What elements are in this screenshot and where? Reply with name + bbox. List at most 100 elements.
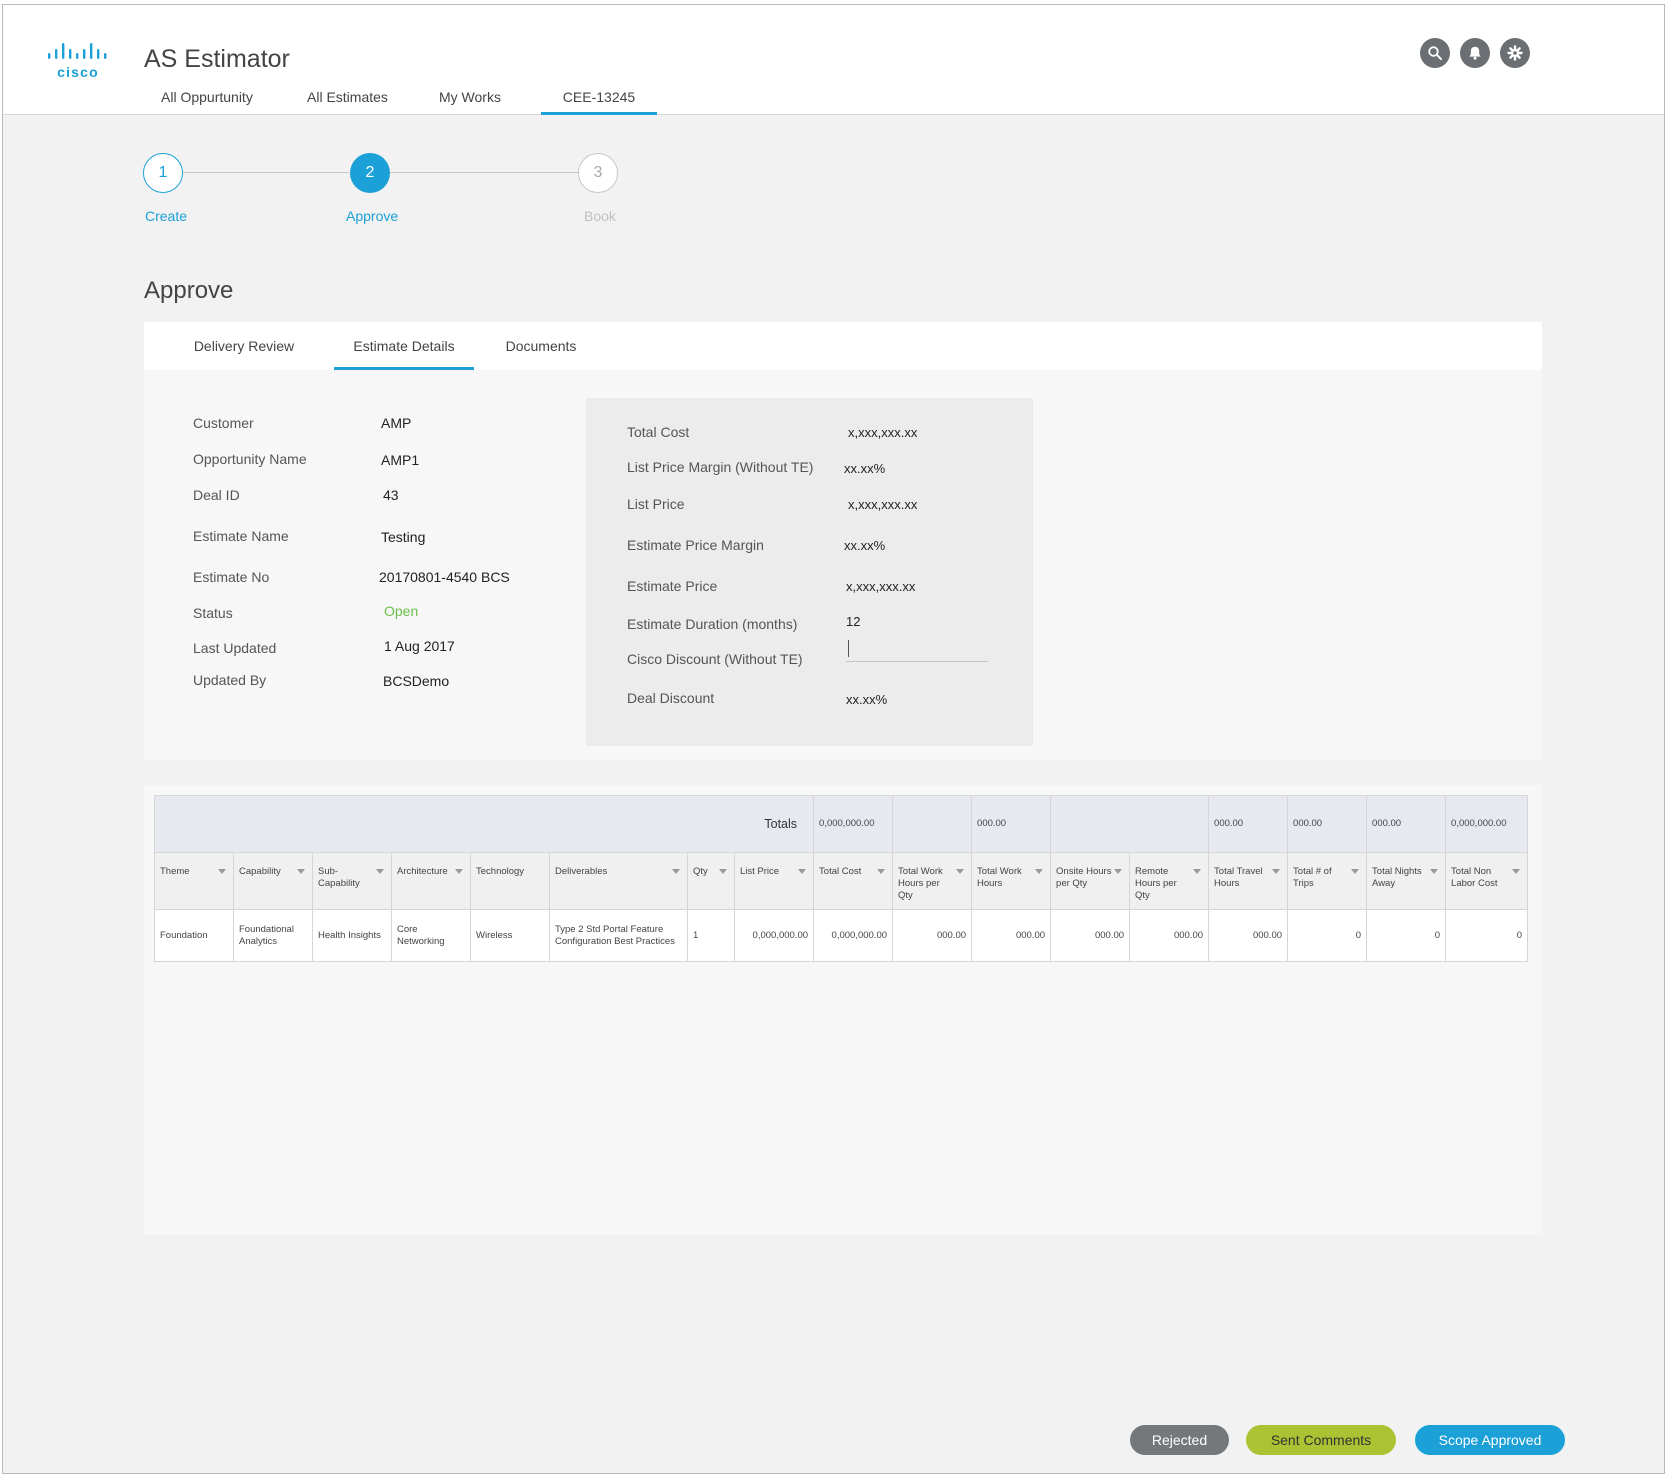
cisco-discount-label: Cisco Discount (Without TE) <box>627 651 803 667</box>
table-cell: Foundation <box>154 909 234 962</box>
sort-caret-icon[interactable] <box>1114 869 1123 874</box>
brand-wordmark: cisco <box>57 64 99 80</box>
column-header-label: Technology <box>476 866 525 877</box>
table-cell: 0 <box>1445 909 1529 962</box>
column-header-label: Theme <box>160 866 190 877</box>
totals-row: Totals 0,000,000.00 000.00 000.00 000.00… <box>153 795 1529 853</box>
column-header-label: Remote Hours per Qty <box>1135 866 1177 901</box>
column-header-list-price[interactable]: List Price <box>733 852 815 910</box>
estimate-name-label: Estimate Name <box>193 528 289 544</box>
totals-cell <box>892 795 973 853</box>
sort-caret-icon[interactable] <box>1430 869 1439 874</box>
sort-caret-icon[interactable] <box>1272 869 1281 874</box>
totals-cell: 0,000,000.00 <box>1445 795 1529 853</box>
gear-icon[interactable] <box>1500 38 1530 68</box>
step-2-circle[interactable]: 2 <box>350 153 390 193</box>
estimate-duration-label: Estimate Duration (months) <box>627 616 798 632</box>
sort-caret-icon[interactable] <box>218 869 226 874</box>
tab-documents[interactable]: Documents <box>505 338 577 354</box>
column-header-total-work-hours-per-qty[interactable]: Total Work Hours per Qty <box>892 852 973 910</box>
column-header-capability[interactable]: Capability <box>233 852 313 910</box>
opportunity-name-label: Opportunity Name <box>193 451 307 467</box>
step-1-circle[interactable]: 1 <box>143 153 183 193</box>
sent-comments-button[interactable]: Sent Comments <box>1246 1425 1396 1455</box>
column-header-total-trips[interactable]: Total # of Trips <box>1287 852 1368 910</box>
customer-label: Customer <box>193 415 254 431</box>
scope-approved-button[interactable]: Scope Approved <box>1415 1425 1565 1455</box>
column-header-remote-hours-per-qty[interactable]: Remote Hours per Qty <box>1129 852 1210 910</box>
column-header-label: Total Non Labor Cost <box>1451 866 1498 889</box>
nav-all-opportunity[interactable]: All Oppurtunity <box>161 89 253 105</box>
rejected-button[interactable]: Rejected <box>1130 1425 1229 1455</box>
estimate-duration-value: 12 <box>846 614 861 629</box>
totals-cell: 000.00 <box>1208 795 1289 853</box>
page-title: Approve <box>144 277 234 304</box>
updated-by-value: BCSDemo <box>383 673 450 689</box>
column-header-label: Total Work Hours per Qty <box>898 866 943 901</box>
action-footer <box>3 1385 1664 1473</box>
sort-caret-icon[interactable] <box>956 869 965 874</box>
table-cell: Core Networking <box>391 909 471 962</box>
nav-my-works[interactable]: My Works <box>439 89 501 105</box>
totals-cell: 000.00 <box>971 795 1052 853</box>
sort-caret-icon[interactable] <box>1193 869 1202 874</box>
text-cursor <box>848 640 849 657</box>
updated-by-label: Updated By <box>193 672 267 688</box>
sort-caret-icon[interactable] <box>672 869 680 874</box>
list-price-margin-label: List Price Margin (Without TE) <box>627 459 814 475</box>
cisco-discount-input[interactable] <box>846 640 988 662</box>
sort-caret-icon[interactable] <box>455 869 463 874</box>
tab-estimate-details[interactable]: Estimate Details <box>334 338 474 370</box>
column-header-qty[interactable]: Qty <box>687 852 735 910</box>
table-cell: 0,000,000.00 <box>733 909 815 962</box>
table-cell: 000.00 <box>1208 909 1289 962</box>
total-cost-value: x,xxx,xxx.xx <box>848 425 918 440</box>
sort-caret-icon[interactable] <box>1035 869 1044 874</box>
search-icon[interactable] <box>1420 38 1450 68</box>
opportunity-name-value: AMP1 <box>381 452 420 468</box>
sort-caret-icon[interactable] <box>798 869 807 874</box>
column-header-onsite-hours-per-qty[interactable]: Onsite Hours per Qty <box>1050 852 1131 910</box>
nav-cee-13245[interactable]: CEE-13245 <box>541 89 657 115</box>
progress-stepper: 1 2 3 Create Approve Book <box>133 150 653 230</box>
estimate-no-label: Estimate No <box>193 569 270 585</box>
table-cell: Health Insights <box>312 909 392 962</box>
sort-caret-icon[interactable] <box>297 869 305 874</box>
list-price-value: x,xxx,xxx.xx <box>848 497 918 512</box>
sort-caret-icon[interactable] <box>376 869 384 874</box>
sort-caret-icon[interactable] <box>877 869 886 874</box>
column-header-label: Architecture <box>397 866 448 877</box>
top-bar: cisco AS Estimator All Oppurtunity All E… <box>3 5 1664 115</box>
column-header-total-work-hours[interactable]: Total Work Hours <box>971 852 1052 910</box>
table-cell: Type 2 Std Portal Feature Configuration … <box>549 909 688 962</box>
column-header-technology[interactable]: Technology <box>470 852 550 910</box>
column-header-total-non-labor-cost[interactable]: Total Non Labor Cost <box>1445 852 1529 910</box>
column-header-total-nights-away[interactable]: Total Nights Away <box>1366 852 1447 910</box>
deal-id-label: Deal ID <box>193 487 240 503</box>
sort-caret-icon[interactable] <box>719 869 727 874</box>
totals-cell: 0,000,000.00 <box>813 795 894 853</box>
list-price-margin-value: xx.xx% <box>844 461 886 476</box>
table-cell: Wireless <box>470 909 550 962</box>
column-header-architecture[interactable]: Architecture <box>391 852 471 910</box>
table-cell: 000.00 <box>892 909 973 962</box>
column-header-sub-capability[interactable]: Sub-Capability <box>312 852 392 910</box>
column-header-theme[interactable]: Theme <box>154 852 234 910</box>
deal-discount-value: xx.xx% <box>846 692 888 707</box>
tab-delivery-review[interactable]: Delivery Review <box>193 338 295 354</box>
step-3-circle[interactable]: 3 <box>578 153 618 193</box>
nav-all-estimates[interactable]: All Estimates <box>307 89 388 105</box>
column-header-deliverables[interactable]: Deliverables <box>549 852 688 910</box>
column-header-total-cost[interactable]: Total Cost <box>813 852 894 910</box>
sort-caret-icon[interactable] <box>1351 869 1360 874</box>
column-header-total-travel-hours[interactable]: Total Travel Hours <box>1208 852 1289 910</box>
table-row[interactable]: Foundation Foundational Analytics Health… <box>154 909 1529 962</box>
bell-icon[interactable] <box>1460 38 1490 68</box>
sort-caret-icon[interactable] <box>1512 869 1521 874</box>
column-header-label: Total Nights Away <box>1372 866 1422 889</box>
column-header-label: Qty <box>693 866 708 877</box>
tabs-bar: Delivery Review Estimate Details Documen… <box>144 322 1542 370</box>
estimate-name-value: Testing <box>381 529 426 545</box>
status-label: Status <box>193 605 233 621</box>
list-price-label: List Price <box>627 496 685 512</box>
